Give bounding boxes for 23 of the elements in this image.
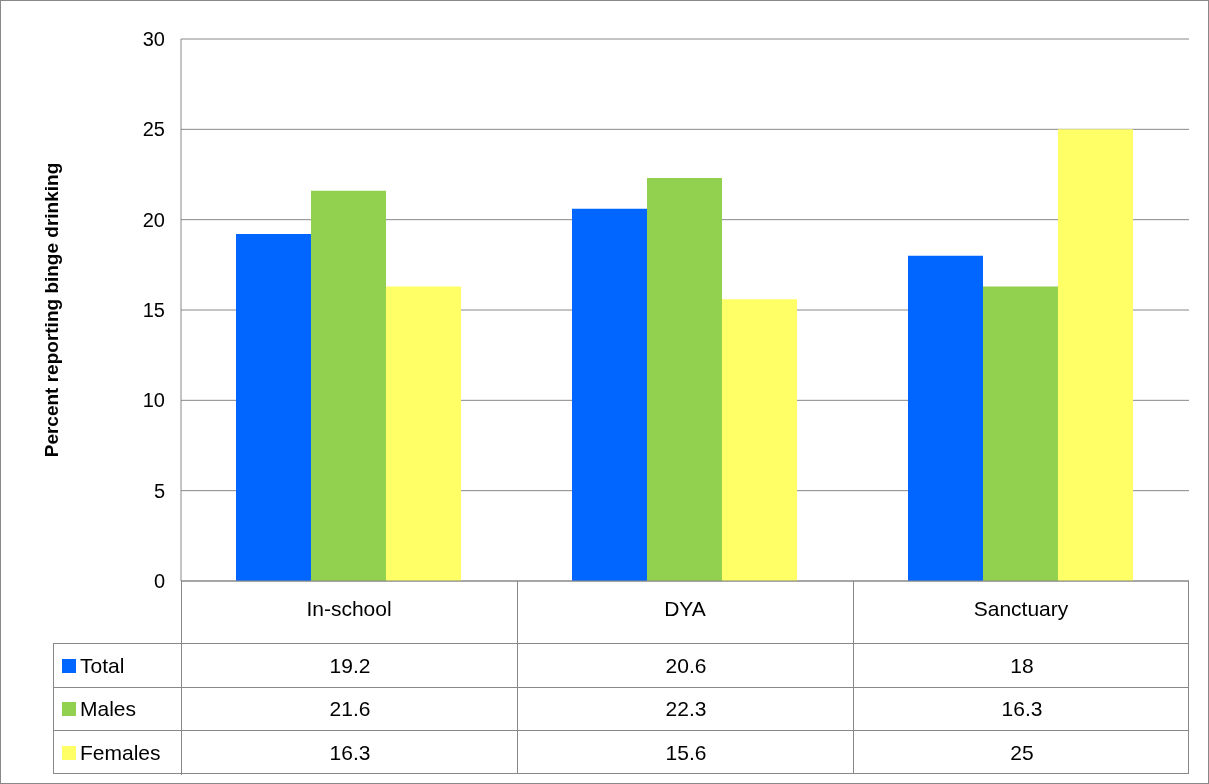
legend-label: Males [80,697,137,722]
data-label: 20.6 [665,653,707,678]
y-tick-label: 15 [142,299,165,322]
y-tick-label: 0 [153,570,165,593]
y-tick-label: 5 [153,479,165,502]
data-label: 15.6 [665,740,707,765]
data-label: 19.2 [329,653,371,678]
data-label: 21.6 [329,697,371,722]
data-label: 16.3 [329,740,371,765]
data-label: 22.3 [665,697,707,722]
legend-label: Females [80,740,161,765]
legend-label: Total [80,653,125,678]
data-label: 16.3 [1001,697,1043,722]
y-tick-label: 20 [142,208,165,231]
data-label: 18 [1010,653,1034,678]
y-tick-label: 25 [142,118,165,141]
data-label: 25 [1010,740,1034,765]
y-axis-title: Percent reporting binge drinking [40,162,62,458]
x-tick-label: DYA [664,596,706,620]
x-tick-label: Sanctuary [973,596,1069,620]
y-tick-label: 30 [142,28,165,51]
x-tick-label: In-school [306,596,392,620]
y-tick-label: 10 [142,389,165,412]
